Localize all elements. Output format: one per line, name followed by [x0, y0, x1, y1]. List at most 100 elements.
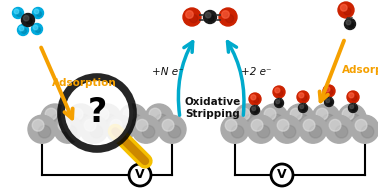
- Circle shape: [297, 91, 309, 103]
- Circle shape: [132, 115, 160, 143]
- Circle shape: [142, 125, 155, 138]
- Circle shape: [316, 108, 328, 120]
- Circle shape: [301, 95, 307, 101]
- Circle shape: [183, 8, 201, 26]
- Circle shape: [71, 108, 83, 120]
- Text: V: V: [277, 168, 287, 181]
- Circle shape: [77, 114, 90, 127]
- Text: ?: ?: [87, 96, 107, 130]
- Circle shape: [106, 115, 134, 143]
- Circle shape: [38, 125, 51, 138]
- Circle shape: [84, 119, 96, 131]
- Circle shape: [22, 29, 26, 33]
- Circle shape: [273, 86, 285, 98]
- Circle shape: [31, 24, 42, 35]
- Circle shape: [12, 8, 23, 18]
- Circle shape: [252, 107, 256, 111]
- Circle shape: [274, 99, 284, 108]
- Circle shape: [271, 164, 293, 186]
- Circle shape: [190, 15, 198, 23]
- Circle shape: [283, 125, 296, 138]
- Circle shape: [309, 125, 322, 138]
- Circle shape: [155, 114, 168, 127]
- Text: Adsorption: Adsorption: [52, 78, 117, 88]
- Circle shape: [168, 125, 181, 138]
- Circle shape: [61, 77, 133, 149]
- Circle shape: [97, 108, 109, 120]
- Circle shape: [54, 115, 82, 143]
- Circle shape: [103, 114, 116, 127]
- Circle shape: [41, 104, 69, 132]
- Circle shape: [219, 8, 237, 26]
- Circle shape: [251, 95, 256, 100]
- Text: +2 e⁻: +2 e⁻: [241, 67, 271, 77]
- Circle shape: [352, 95, 357, 101]
- Circle shape: [344, 18, 355, 30]
- Circle shape: [350, 105, 354, 109]
- Circle shape: [221, 115, 249, 143]
- Circle shape: [276, 100, 280, 104]
- Circle shape: [260, 104, 288, 132]
- Circle shape: [203, 11, 217, 24]
- Circle shape: [303, 119, 315, 131]
- Circle shape: [296, 114, 309, 127]
- Circle shape: [158, 115, 186, 143]
- Circle shape: [244, 114, 257, 127]
- Circle shape: [251, 119, 263, 131]
- Circle shape: [249, 93, 261, 105]
- Circle shape: [28, 115, 56, 143]
- Circle shape: [302, 107, 306, 111]
- Circle shape: [326, 99, 330, 103]
- Circle shape: [335, 125, 348, 138]
- Circle shape: [208, 15, 214, 21]
- Circle shape: [329, 119, 341, 131]
- Circle shape: [222, 11, 229, 18]
- Circle shape: [90, 125, 103, 138]
- Circle shape: [347, 91, 359, 103]
- Circle shape: [346, 20, 351, 25]
- Circle shape: [264, 108, 276, 120]
- Circle shape: [58, 119, 70, 131]
- Circle shape: [361, 125, 374, 138]
- Circle shape: [19, 26, 24, 31]
- Circle shape: [325, 87, 330, 92]
- Circle shape: [254, 109, 258, 113]
- Circle shape: [275, 88, 280, 93]
- Circle shape: [64, 125, 77, 138]
- Text: V: V: [135, 168, 145, 181]
- Circle shape: [322, 114, 335, 127]
- Circle shape: [338, 104, 366, 132]
- Circle shape: [116, 125, 129, 138]
- Circle shape: [136, 119, 148, 131]
- Circle shape: [123, 108, 135, 120]
- Circle shape: [355, 119, 367, 131]
- Circle shape: [349, 23, 353, 27]
- Circle shape: [277, 119, 289, 131]
- Circle shape: [328, 101, 332, 105]
- Text: Oxidative
Stripping: Oxidative Stripping: [185, 97, 241, 119]
- Circle shape: [23, 15, 29, 21]
- Circle shape: [186, 11, 193, 18]
- Circle shape: [253, 97, 259, 103]
- Circle shape: [14, 9, 19, 14]
- Circle shape: [34, 9, 39, 14]
- Circle shape: [22, 14, 34, 27]
- Circle shape: [270, 114, 283, 127]
- Circle shape: [32, 119, 44, 131]
- Circle shape: [231, 125, 244, 138]
- Circle shape: [80, 115, 108, 143]
- Circle shape: [352, 107, 356, 111]
- Circle shape: [299, 93, 304, 98]
- Circle shape: [145, 104, 173, 132]
- Circle shape: [67, 104, 95, 132]
- Circle shape: [351, 115, 378, 143]
- Circle shape: [225, 119, 237, 131]
- Circle shape: [17, 24, 28, 36]
- Circle shape: [277, 90, 283, 96]
- Circle shape: [299, 115, 327, 143]
- Circle shape: [226, 15, 234, 23]
- Circle shape: [17, 11, 22, 17]
- Circle shape: [36, 27, 40, 33]
- Circle shape: [273, 115, 301, 143]
- Circle shape: [206, 12, 211, 18]
